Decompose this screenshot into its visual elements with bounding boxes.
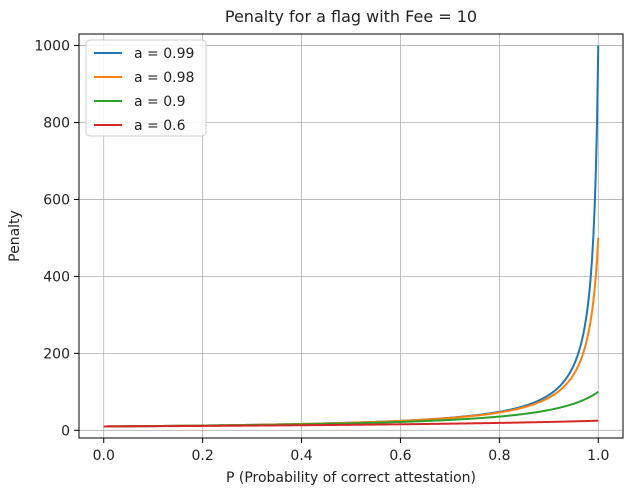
legend-label: a = 0.98 xyxy=(134,70,194,86)
x-tick-label: 1.0 xyxy=(587,448,609,464)
y-tick-label: 800 xyxy=(43,115,70,131)
x-tick-label: 0.8 xyxy=(488,448,510,464)
y-tick-label: 600 xyxy=(43,192,70,208)
y-tick-label: 0 xyxy=(61,423,70,439)
y-tick-label: 200 xyxy=(43,346,70,362)
legend: a = 0.99 a = 0.98 a = 0.9 a = 0.6 xyxy=(85,39,207,137)
x-tick-label: 0.2 xyxy=(192,448,214,464)
y-axis-label: Penalty xyxy=(7,210,23,262)
legend-box xyxy=(85,39,207,137)
legend-label: a = 0.9 xyxy=(134,94,185,110)
legend-label: a = 0.99 xyxy=(134,46,194,62)
plot-frame xyxy=(78,33,624,439)
x-tick-label: 0.0 xyxy=(93,448,115,464)
x-tick-label: 0.6 xyxy=(389,448,411,464)
series-line-3 xyxy=(103,391,599,428)
series-line-2 xyxy=(103,237,600,428)
y-tick-label: 400 xyxy=(43,269,70,285)
x-tick-label: 0.4 xyxy=(290,448,312,464)
chart-title: Penalty for a flag with Fee = 10 xyxy=(225,7,477,26)
x-axis-label: P (Probability of correct attestation) xyxy=(226,470,476,486)
series-line-4 xyxy=(103,419,599,428)
y-tick-label: 1000 xyxy=(34,39,70,55)
ticks: 0.0 0.2 0.4 0.6 0.8 1.0 0 200 400 600 800 1000 xyxy=(34,39,609,464)
legend-label: a = 0.6 xyxy=(134,118,186,134)
series-layer xyxy=(103,45,600,428)
